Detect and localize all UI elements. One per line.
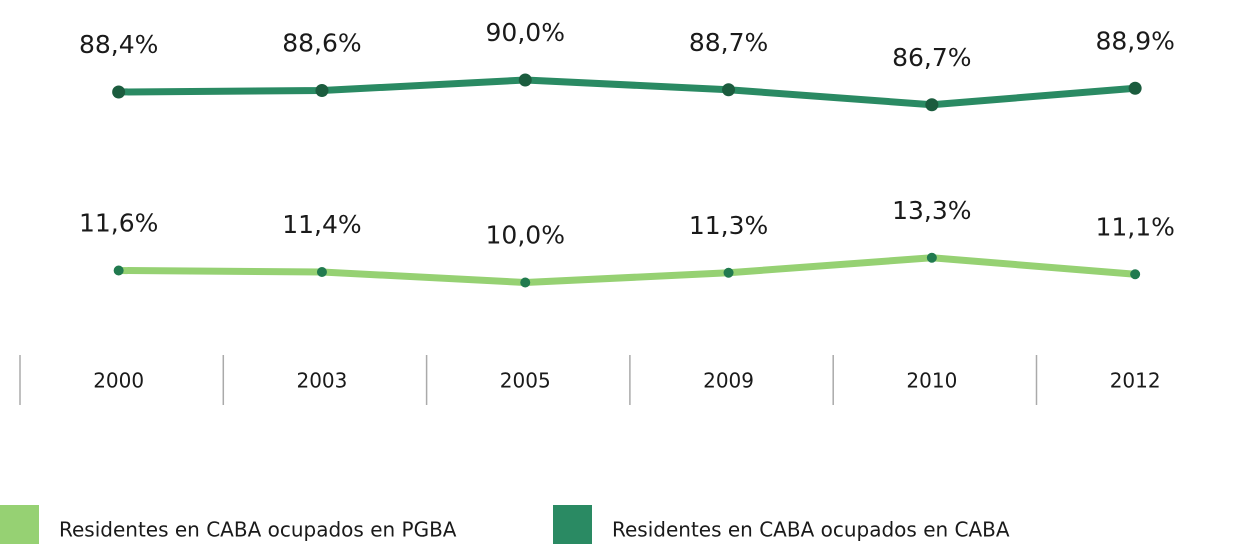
value-label: 11,6% [79,209,158,238]
point-marker [315,84,329,97]
legend-label: Residentes en CABA ocupados en CABA [612,518,1010,542]
series-line [115,76,1139,109]
point-marker [316,267,327,277]
value-label: 88,6% [282,29,361,58]
x-tick-label: 2000 [93,369,144,393]
point-marker [925,98,939,112]
x-tick-label: 2003 [296,369,347,393]
point-marker [520,277,531,288]
value-label: 86,7% [892,43,971,72]
value-label: 90,0% [486,18,565,47]
point-marker [723,267,734,278]
point-marker [1130,269,1141,280]
series-line [115,254,1139,286]
legend-label: Residentes en CABA ocupados en PGBA [59,518,457,542]
point-marker [1128,81,1142,95]
value-label: 11,1% [1095,212,1174,241]
value-label: 88,7% [689,28,768,57]
value-label: 10,0% [486,221,565,250]
value-label: 11,4% [282,210,361,239]
point-marker [518,73,532,87]
value-label: 11,3% [689,211,768,240]
x-tick-label: 2009 [703,369,754,393]
point-marker [112,85,126,99]
value-label: 88,9% [1095,26,1174,55]
x-tick-label: 2010 [906,369,957,393]
legend-swatch [553,505,592,544]
point-marker [926,252,937,263]
point-marker [722,83,736,97]
value-label: 13,3% [892,196,971,225]
value-label: 88,4% [79,30,158,59]
point-marker [113,265,124,276]
x-tick-label: 2005 [500,369,551,393]
legend-swatch [0,505,39,544]
x-tick-label: 2012 [1110,369,1161,393]
